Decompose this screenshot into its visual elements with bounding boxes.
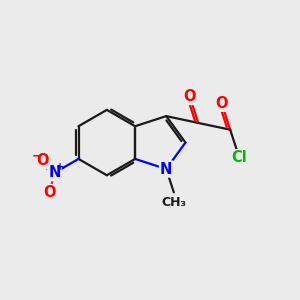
Text: O: O [215, 96, 228, 111]
Text: +: + [56, 163, 64, 172]
Text: O: O [183, 89, 196, 104]
Text: CH₃: CH₃ [161, 196, 186, 209]
Text: N: N [48, 165, 61, 180]
Text: Cl: Cl [231, 150, 247, 165]
Text: O: O [36, 153, 48, 168]
Text: O: O [43, 185, 56, 200]
Text: −: − [32, 150, 42, 163]
Text: N: N [160, 161, 172, 176]
